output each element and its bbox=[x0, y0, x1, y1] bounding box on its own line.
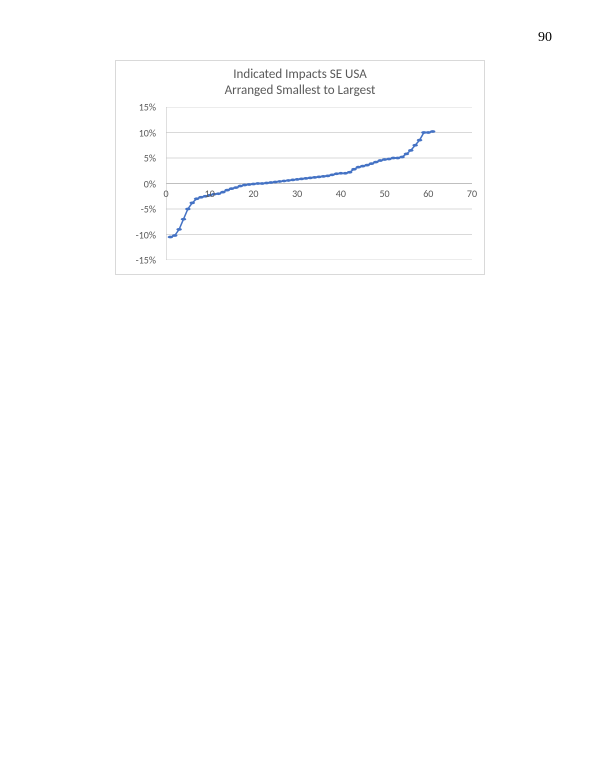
data-marker bbox=[351, 168, 357, 171]
data-marker bbox=[189, 202, 195, 205]
y-axis-labels: -15%-10%-5%0%5%10%15% bbox=[116, 107, 162, 260]
chart-frame: Indicated Impacts SE USA Arranged Smalle… bbox=[115, 60, 485, 275]
chart-title-line1: Indicated Impacts SE USA bbox=[116, 67, 484, 83]
x-tick-label: 0 bbox=[163, 187, 168, 200]
y-tick-label: -15% bbox=[136, 254, 156, 267]
data-marker bbox=[417, 139, 423, 142]
data-marker bbox=[181, 218, 187, 221]
data-marker bbox=[430, 130, 436, 133]
x-axis-labels: 010203040506070 bbox=[166, 187, 472, 201]
data-marker bbox=[399, 156, 405, 159]
data-marker bbox=[172, 234, 178, 237]
x-tick-label: 60 bbox=[423, 187, 433, 200]
chart-svg bbox=[166, 107, 472, 260]
chart-title-line2: Arranged Smallest to Largest bbox=[116, 83, 484, 99]
plot-area bbox=[166, 107, 472, 260]
y-tick-label: 5% bbox=[144, 152, 156, 165]
x-tick-label: 50 bbox=[379, 187, 389, 200]
data-marker bbox=[404, 153, 410, 156]
y-tick-label: 15% bbox=[139, 101, 156, 114]
x-tick-label: 20 bbox=[248, 187, 258, 200]
series-line bbox=[170, 131, 432, 237]
data-marker bbox=[412, 144, 418, 147]
data-marker bbox=[347, 171, 353, 174]
x-tick-label: 30 bbox=[292, 187, 302, 200]
y-tick-label: 0% bbox=[144, 177, 156, 190]
y-tick-label: -5% bbox=[141, 203, 156, 216]
x-tick-label: 70 bbox=[467, 187, 477, 200]
page-number: 90 bbox=[538, 30, 552, 46]
x-tick-label: 40 bbox=[336, 187, 346, 200]
page: 90 Indicated Impacts SE USA Arranged Sma… bbox=[0, 0, 600, 777]
y-tick-label: 10% bbox=[139, 126, 156, 139]
data-marker bbox=[408, 149, 414, 152]
data-marker bbox=[185, 208, 191, 211]
data-marker bbox=[176, 228, 182, 231]
x-tick-label: 10 bbox=[205, 187, 215, 200]
y-tick-label: -10% bbox=[136, 228, 156, 241]
chart-title: Indicated Impacts SE USA Arranged Smalle… bbox=[116, 67, 484, 100]
